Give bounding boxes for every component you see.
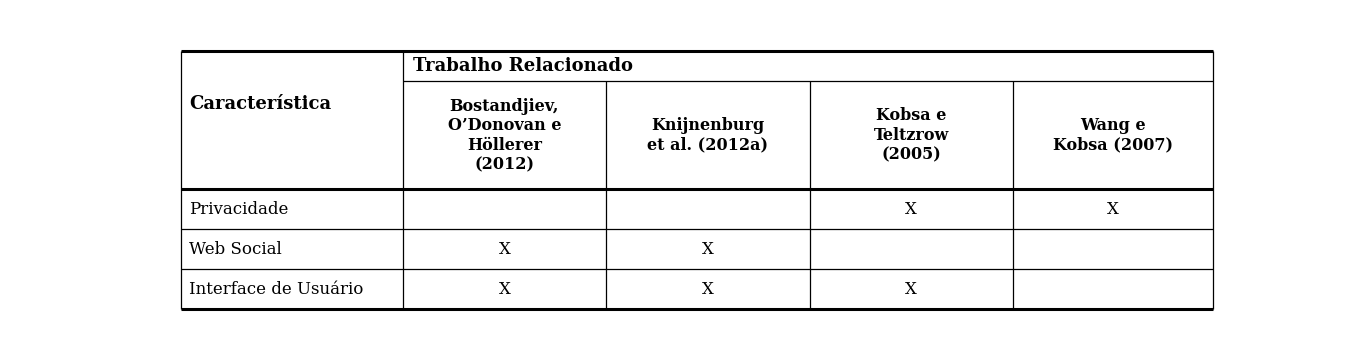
Text: Bostandjiev,
O’Donovan e
Höllerer
(2012): Bostandjiev, O’Donovan e Höllerer (2012) bbox=[447, 97, 562, 173]
Text: X: X bbox=[906, 201, 917, 218]
Text: Knijnenburg
et al. (2012a): Knijnenburg et al. (2012a) bbox=[647, 117, 768, 154]
Text: Kobsa e
Teltzrow
(2005): Kobsa e Teltzrow (2005) bbox=[873, 107, 949, 164]
Text: X: X bbox=[498, 281, 510, 298]
Text: X: X bbox=[498, 241, 510, 258]
Text: X: X bbox=[906, 281, 917, 298]
Text: X: X bbox=[1107, 201, 1119, 218]
Text: X: X bbox=[702, 241, 714, 258]
Text: Interface de Usuário: Interface de Usuário bbox=[189, 281, 363, 298]
Text: Web Social: Web Social bbox=[189, 241, 282, 258]
Text: Privacidade: Privacidade bbox=[189, 201, 288, 218]
Text: Wang e
Kobsa (2007): Wang e Kobsa (2007) bbox=[1053, 117, 1174, 154]
Text: X: X bbox=[702, 281, 714, 298]
Text: Característica: Característica bbox=[189, 95, 330, 113]
Text: Trabalho Relacionado: Trabalho Relacionado bbox=[413, 57, 634, 75]
